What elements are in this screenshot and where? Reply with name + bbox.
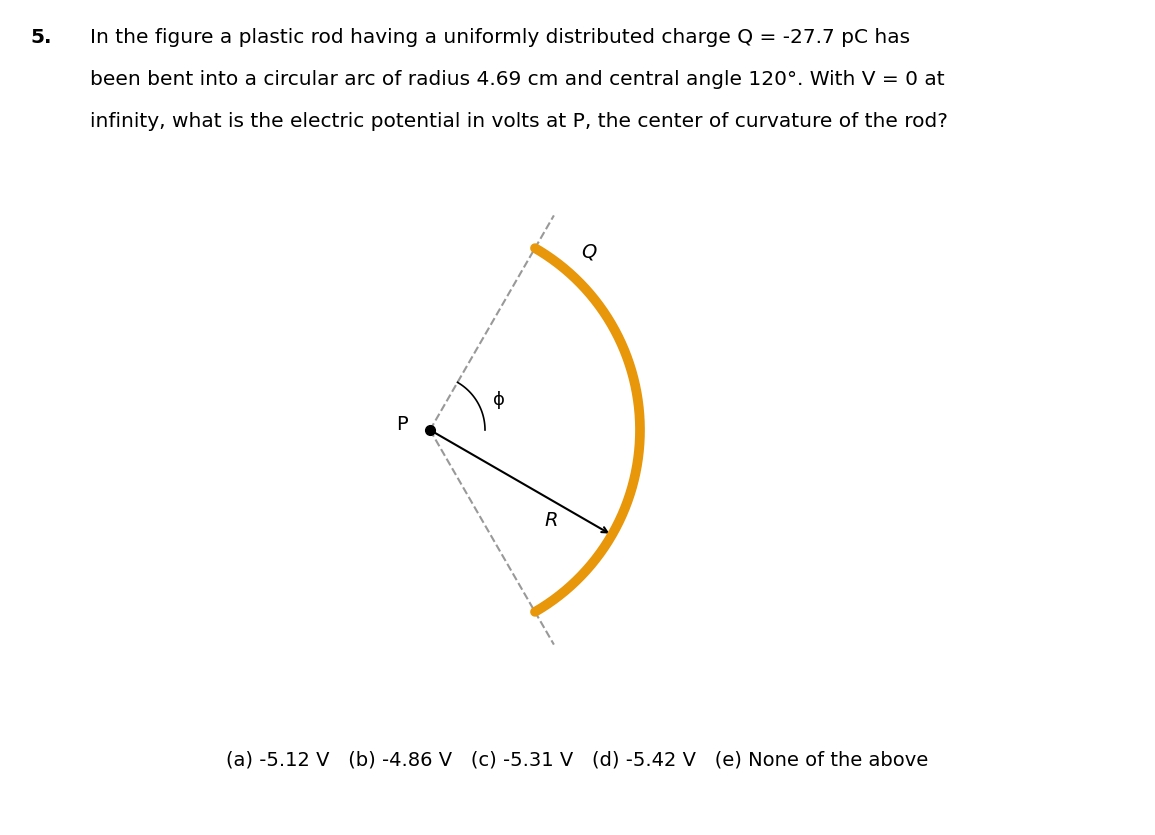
Text: R: R bbox=[544, 511, 558, 530]
Text: In the figure a plastic rod having a uniformly distributed charge Q = -27.7 pC h: In the figure a plastic rod having a uni… bbox=[90, 28, 910, 47]
Text: been bent into a circular arc of radius 4.69 cm and central angle 120°. With V =: been bent into a circular arc of radius … bbox=[90, 70, 945, 89]
Text: Q: Q bbox=[581, 242, 596, 261]
Text: (a) -5.12 V   (b) -4.86 V   (c) -5.31 V   (d) -5.42 V   (e) None of the above: (a) -5.12 V (b) -4.86 V (c) -5.31 V (d) … bbox=[226, 751, 929, 770]
Text: ϕ: ϕ bbox=[493, 391, 505, 409]
Text: P: P bbox=[396, 416, 408, 434]
Text: 5.: 5. bbox=[30, 28, 52, 47]
Text: infinity, what is the electric potential in volts at P, the center of curvature : infinity, what is the electric potential… bbox=[90, 112, 948, 131]
